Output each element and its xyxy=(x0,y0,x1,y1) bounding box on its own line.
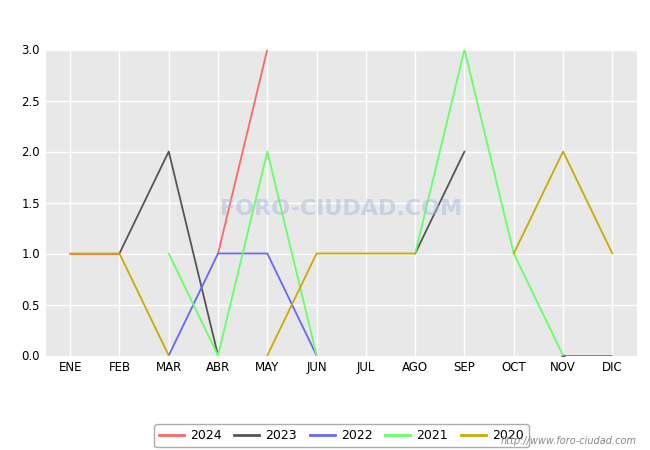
Legend: 2024, 2023, 2022, 2021, 2020: 2024, 2023, 2022, 2021, 2020 xyxy=(154,424,528,447)
Text: Matriculaciones de Vehiculos en Alcabón: Matriculaciones de Vehiculos en Alcabón xyxy=(156,11,494,29)
Text: FORO-CIUDAD.COM: FORO-CIUDAD.COM xyxy=(220,198,462,219)
Text: http://www.foro-ciudad.com: http://www.foro-ciudad.com xyxy=(501,436,637,446)
